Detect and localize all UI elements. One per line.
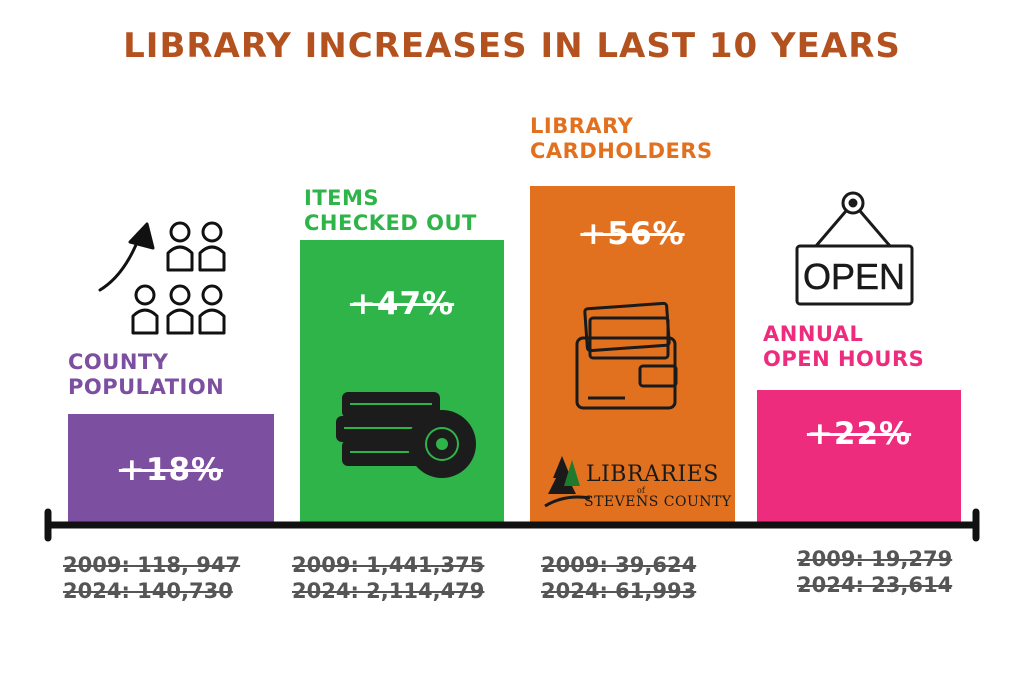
bar-value-label: +47%	[349, 286, 455, 322]
open-sign-icon	[795, 191, 914, 306]
stat-2024-library-cardholders: 2024: 61,993	[541, 579, 697, 603]
category-label-annual-open-hours: ANNUAL OPEN HOURS	[763, 322, 925, 371]
population-growth-icon	[98, 221, 226, 335]
logo-text-libraries: LIBRARIES	[586, 462, 719, 487]
logo-text-stevens-county: STEVENS COUNTY	[584, 494, 732, 510]
bar-value-label: +22%	[806, 416, 912, 452]
stat-2024-county-population: 2024: 140,730	[63, 579, 233, 603]
bar-value-label: +18%	[118, 452, 224, 488]
chart-title: LIBRARY INCREASES IN LAST 10 YEARS	[123, 26, 901, 66]
open-sign-text: OPEN	[803, 256, 905, 297]
bar-value-label: +56%	[580, 216, 685, 252]
category-label-county-population: COUNTY POPULATION	[68, 350, 225, 399]
stat-2009-annual-open-hours: 2009: 19,279	[797, 547, 953, 571]
bar-annual-open-hours	[757, 390, 961, 522]
stat-2024-annual-open-hours: 2024: 23,614	[797, 573, 953, 597]
category-label-items-checked-out: ITEMS CHECKED OUT	[304, 186, 477, 235]
wallet-cards-icon	[575, 301, 678, 410]
bar-items-checked-out	[300, 240, 504, 522]
books-and-disc-icon	[336, 392, 476, 478]
category-label-library-cardholders: LIBRARY CARDHOLDERS	[530, 114, 713, 163]
stat-2009-library-cardholders: 2009: 39,624	[541, 553, 697, 577]
stat-2009-items-checked-out: 2009: 1,441,375	[292, 553, 485, 577]
stat-2024-items-checked-out: 2024: 2,114,479	[292, 579, 485, 603]
stat-2009-county-population: 2009: 118, 947	[63, 553, 241, 577]
logo-text-of: of	[637, 486, 645, 495]
libraries-logo-tree-icon	[544, 456, 591, 508]
bar-county-population	[68, 414, 274, 522]
